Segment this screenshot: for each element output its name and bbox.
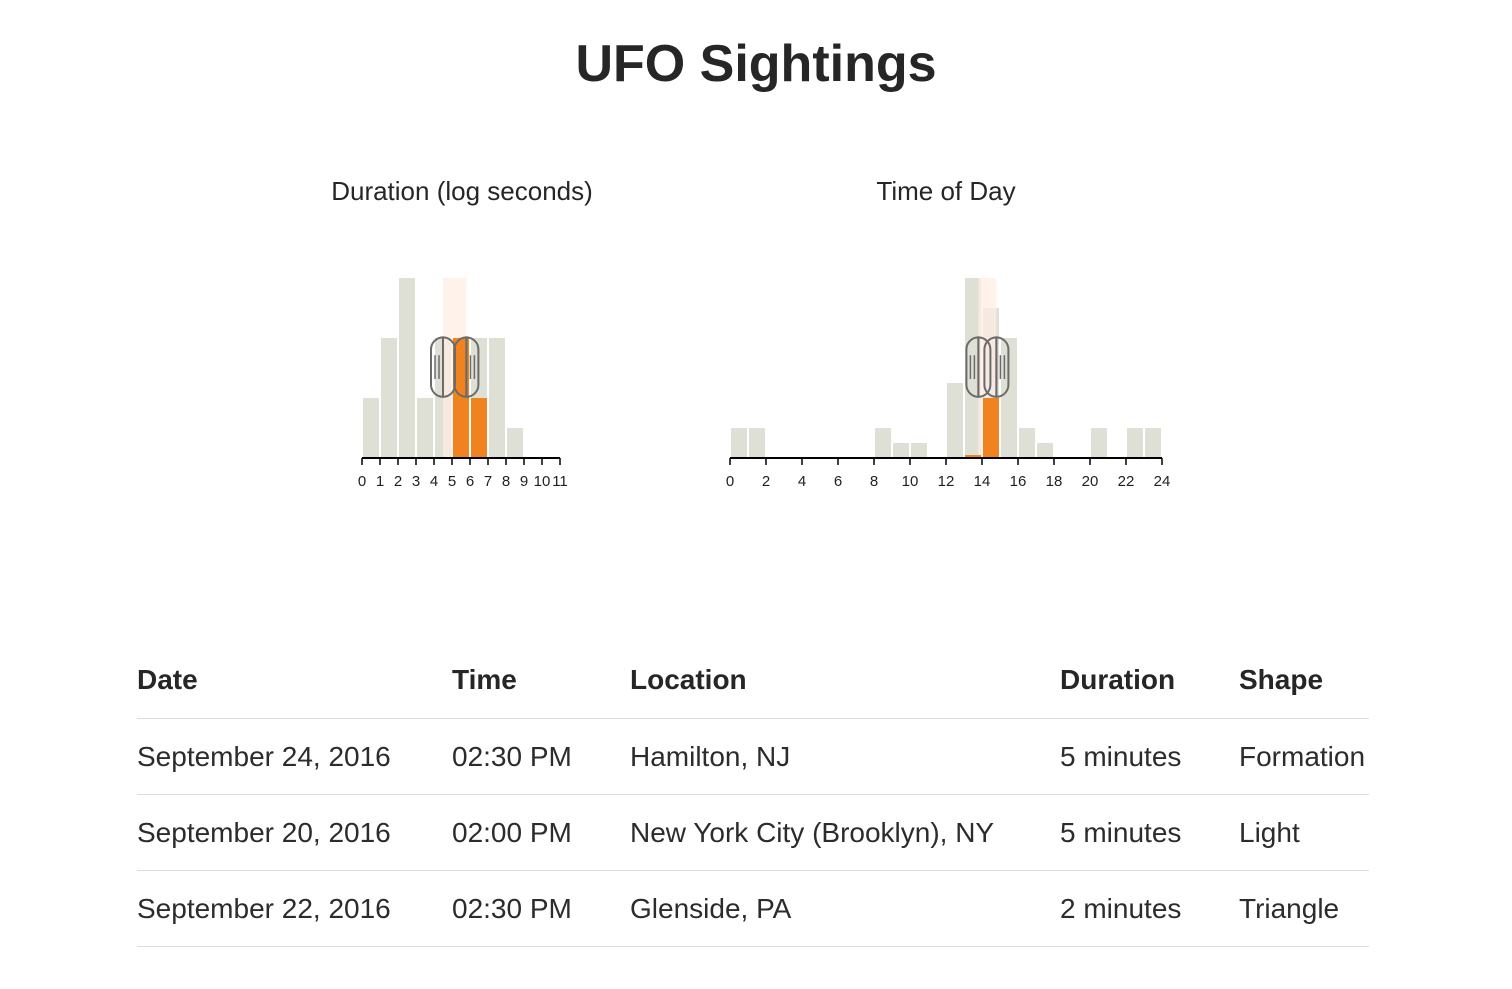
x-tick-label: 18 [1046, 473, 1063, 490]
histogram-bar [1037, 443, 1053, 458]
x-tick-label: 2 [762, 473, 770, 490]
duration-chart-title: Duration (log seconds) [331, 176, 593, 206]
cell-location: Glenside, PA [630, 870, 1060, 947]
selected-bar [965, 455, 981, 458]
x-tick-label: 0 [358, 473, 366, 490]
x-tick-label: 5 [448, 473, 456, 490]
histogram-bar [1145, 428, 1161, 458]
table-header-row: Date Time Location Duration Shape [137, 642, 1369, 719]
cell-date: September 22, 2016 [137, 870, 452, 947]
x-tick-label: 20 [1082, 473, 1099, 490]
x-tick-label: 1 [376, 473, 384, 490]
cell-location: New York City (Brooklyn), NY [630, 794, 1060, 871]
cell-shape: Light [1239, 794, 1369, 871]
histogram-bar [911, 443, 927, 458]
column-header-shape[interactable]: Shape [1239, 664, 1324, 695]
cell-date: September 20, 2016 [137, 794, 452, 871]
x-tick-label: 24 [1154, 473, 1171, 490]
histogram-bar [1019, 428, 1035, 458]
histogram-bar [417, 398, 433, 458]
x-tick-label: 8 [870, 473, 878, 490]
brush-handle-right[interactable] [983, 336, 1010, 398]
x-tick-label: 12 [938, 473, 955, 490]
selected-bar [453, 338, 469, 458]
cell-duration: 2 minutes [1060, 870, 1239, 947]
x-tick-label: 8 [502, 473, 510, 490]
cell-date: September 24, 2016 [137, 718, 452, 795]
cell-location: Hamilton, NJ [630, 718, 1060, 795]
x-tick-label: 9 [520, 473, 528, 490]
time-of-day-chart-title: Time of Day [876, 176, 1016, 206]
histogram-bar [893, 443, 909, 458]
table-row: September 20, 2016 02:00 PM New York Cit… [137, 794, 1369, 871]
histogram-bar [489, 338, 505, 458]
x-tick-label: 10 [902, 473, 919, 490]
x-tick-label: 4 [798, 473, 806, 490]
page-title: UFO Sightings [575, 35, 937, 93]
sightings-table: Date Time Location Duration Shape Septem… [137, 642, 1369, 947]
x-tick-label: 6 [834, 473, 842, 490]
table-row: September 24, 2016 02:30 PM Hamilton, NJ… [137, 718, 1369, 795]
histogram-bar [1127, 428, 1143, 458]
histogram-bar [875, 428, 891, 458]
cell-shape: Formation [1239, 718, 1369, 795]
cell-duration: 5 minutes [1060, 794, 1239, 871]
x-tick-label: 10 [534, 473, 551, 490]
brush-handle-right[interactable] [453, 336, 480, 398]
x-tick-label: 0 [726, 473, 734, 490]
cell-time: 02:00 PM [452, 794, 630, 871]
x-tick-label: 2 [394, 473, 402, 490]
x-tick-label: 7 [484, 473, 492, 490]
histogram-bar [507, 428, 523, 458]
cell-time: 02:30 PM [452, 718, 630, 795]
histogram-bar [731, 428, 747, 458]
x-tick-label: 22 [1118, 473, 1135, 490]
cell-shape: Triangle [1239, 870, 1369, 947]
column-header-location[interactable]: Location [630, 664, 747, 695]
x-tick-label: 4 [430, 473, 438, 490]
histogram-bar [947, 383, 963, 458]
column-header-date[interactable]: Date [137, 664, 198, 695]
x-tick-label: 3 [412, 473, 420, 490]
histogram-bar [399, 278, 415, 458]
selected-bar [471, 398, 487, 458]
histogram-bar [381, 338, 397, 458]
histogram-bar [1091, 428, 1107, 458]
selected-bar [983, 398, 999, 458]
x-tick-label: 6 [466, 473, 474, 490]
cell-duration: 5 minutes [1060, 718, 1239, 795]
column-header-time[interactable]: Time [452, 664, 517, 695]
table-row: September 22, 2016 02:30 PM Glenside, PA… [137, 870, 1369, 947]
brush-handle-left[interactable] [965, 336, 992, 398]
histogram-bar [363, 398, 379, 458]
x-tick-label: 16 [1010, 473, 1027, 490]
cell-time: 02:30 PM [452, 870, 630, 947]
x-tick-label: 11 [552, 473, 568, 490]
histogram-bar [749, 428, 765, 458]
histogram-bar [965, 278, 981, 458]
column-header-duration[interactable]: Duration [1060, 664, 1176, 695]
x-tick-label: 14 [974, 473, 991, 490]
